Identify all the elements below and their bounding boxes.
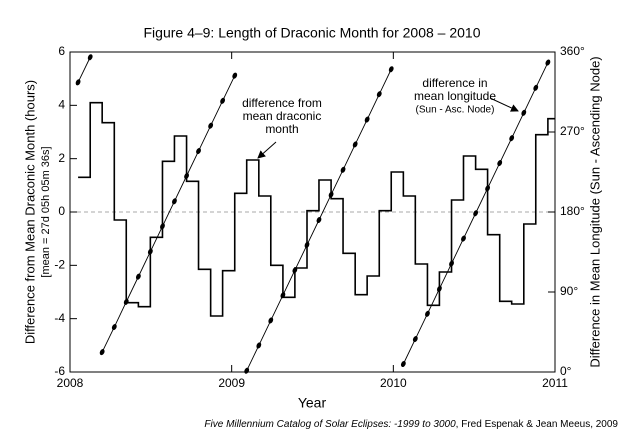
longitude-dot	[256, 342, 262, 349]
y2-tick-label: 180°	[560, 204, 585, 218]
longitude-line	[77, 57, 91, 83]
longitude-dot	[340, 166, 346, 173]
longitude-dot	[376, 91, 382, 98]
x-axis-label: Year	[298, 395, 327, 411]
longitude-dot	[147, 248, 153, 255]
longitude-dot	[436, 285, 442, 292]
longitude-dot	[316, 216, 322, 224]
longitude-dot	[400, 360, 406, 368]
y-tick-label: -2	[54, 258, 65, 272]
annotation-arrow	[257, 141, 277, 159]
y-tick-label: -4	[54, 311, 65, 325]
plot-frame	[69, 51, 556, 373]
longitude-dot	[425, 310, 430, 317]
y-tick-label: 4	[58, 98, 65, 112]
annotation-text: difference in	[422, 76, 487, 90]
x-tick-label: 2010	[380, 376, 407, 390]
step-line	[78, 101, 555, 317]
longitude-dot	[352, 141, 358, 148]
y2-tick-label: 270°	[560, 124, 585, 138]
x-tick-label: 2011	[542, 376, 568, 390]
longitude-dot	[473, 210, 479, 217]
longitude-dot	[111, 323, 117, 331]
longitude-dot	[123, 298, 129, 305]
chart-title: Figure 4–9: Length of Draconic Month for…	[144, 25, 481, 41]
footer-authors: , Fred Espenak & Jean Meeus, 2009	[456, 419, 619, 430]
annotation-text: month	[265, 122, 298, 136]
longitude-dot	[135, 273, 141, 280]
longitude-dot	[87, 54, 93, 61]
longitude-dot	[388, 66, 394, 73]
longitude-dot	[196, 147, 201, 155]
y2-tick-label: 90°	[560, 284, 578, 298]
longitude-dot	[412, 335, 418, 343]
longitude-dot	[172, 198, 177, 205]
annotation-arrow	[489, 97, 519, 112]
annotation-text: difference from	[242, 96, 322, 110]
x-tick-label: 2008	[57, 376, 84, 390]
longitude-dot	[449, 260, 454, 267]
longitude-dot	[485, 185, 490, 192]
y2-axis-label: Difference in Mean Longitude (Sun - Asce…	[587, 56, 602, 367]
longitude-dot	[292, 267, 298, 274]
annotation-text: mean longitude	[414, 89, 496, 103]
y-tick-label: -6	[54, 364, 65, 378]
longitude-dot	[533, 84, 539, 91]
footer-source: Five Millennium Catalog of Solar Eclipse…	[204, 419, 456, 430]
y2-tick-label: 0°	[560, 364, 572, 378]
longitude-dot	[184, 172, 189, 180]
y2-tick-label: 360°	[560, 44, 585, 58]
footer: Five Millennium Catalog of Solar Eclipse…	[204, 419, 618, 430]
longitude-dot	[220, 97, 226, 104]
longitude-line	[101, 75, 236, 353]
x-tick-label: 2009	[218, 376, 245, 390]
annotation-text: (Sun - Asc. Node)	[416, 105, 495, 116]
longitude-dot	[160, 223, 165, 230]
y-axis-label: Difference from Mean Draconic Month (hou…	[22, 80, 37, 344]
longitude-dot	[99, 349, 105, 356]
longitude-dot	[232, 72, 238, 79]
longitude-dot	[268, 317, 274, 324]
longitude-dot	[521, 109, 527, 116]
y-tick-label: 6	[58, 44, 65, 58]
y-tick-label: 0	[58, 204, 65, 218]
longitude-dot	[280, 292, 286, 299]
longitude-dot	[304, 241, 310, 248]
longitude-dot	[75, 79, 81, 86]
longitude-dot	[509, 135, 515, 142]
longitude-dot	[364, 116, 370, 123]
y-tick-label: 2	[58, 151, 65, 165]
longitude-dot	[461, 235, 466, 242]
longitude-dot	[328, 191, 334, 198]
longitude-dot	[497, 159, 503, 167]
longitude-dot	[244, 367, 250, 374]
annotation-text: mean draconic	[243, 109, 322, 123]
y-axis-sublabel: [mean = 27d 05h 05m 36s]	[40, 146, 52, 277]
longitude-dot	[545, 59, 551, 66]
longitude-dot	[208, 122, 214, 129]
